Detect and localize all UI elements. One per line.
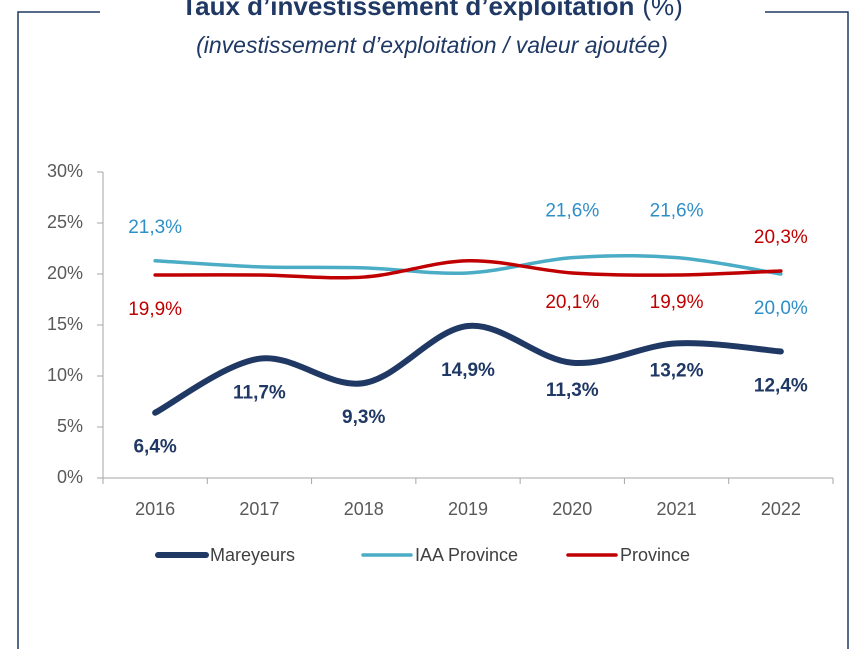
y-tick-label: 5%: [57, 416, 83, 436]
line-2: [153, 258, 783, 280]
line-1: [153, 253, 783, 276]
chart-title-unit: (%): [642, 0, 682, 21]
data-label: 21,3%: [128, 217, 182, 238]
y-tick-label: 0%: [57, 467, 83, 487]
line-0: [152, 323, 784, 416]
y-tick-label: 25%: [47, 212, 83, 232]
y-tick-label: 30%: [47, 161, 83, 181]
data-label: 12,4%: [754, 376, 808, 397]
data-label: 20,0%: [754, 298, 808, 319]
data-label: 20,3%: [754, 227, 808, 248]
data-label: 11,7%: [233, 383, 286, 404]
data-label: 14,9%: [441, 360, 495, 381]
chart-title: Taux d’investissement d’exploitation: [181, 0, 634, 21]
x-tick-label: 2018: [344, 499, 384, 519]
x-tick-label: 2022: [761, 499, 801, 519]
x-tick-label: 2020: [552, 499, 592, 519]
x-tick-label: 2019: [448, 499, 488, 519]
data-label: 13,2%: [650, 360, 704, 381]
y-tick-label: 15%: [47, 314, 83, 334]
data-label: 21,6%: [545, 201, 599, 222]
chart-title-group: Taux d’investissement d’exploitation (%): [181, 0, 683, 21]
x-tick-label: 2021: [657, 499, 697, 519]
legend-label: Mareyeurs: [210, 545, 295, 565]
legend-label: IAA Province: [415, 545, 518, 565]
chart-subtitle: (investissement d’exploitation / valeur …: [196, 32, 668, 58]
data-label: 19,9%: [650, 292, 704, 313]
frame: [17, 11, 849, 649]
data-label: 19,9%: [128, 299, 182, 320]
data-label: 6,4%: [133, 437, 176, 458]
x-tick-label: 2016: [135, 499, 175, 519]
y-tick-label: 10%: [47, 365, 83, 385]
legend-label: Province: [620, 545, 690, 565]
data-label: 20,1%: [545, 292, 599, 313]
data-label: 11,3%: [546, 380, 599, 401]
data-label: 21,6%: [650, 201, 704, 222]
data-label: 9,3%: [342, 407, 385, 428]
x-tick-label: 2017: [239, 499, 279, 519]
y-tick-label: 20%: [47, 263, 83, 283]
